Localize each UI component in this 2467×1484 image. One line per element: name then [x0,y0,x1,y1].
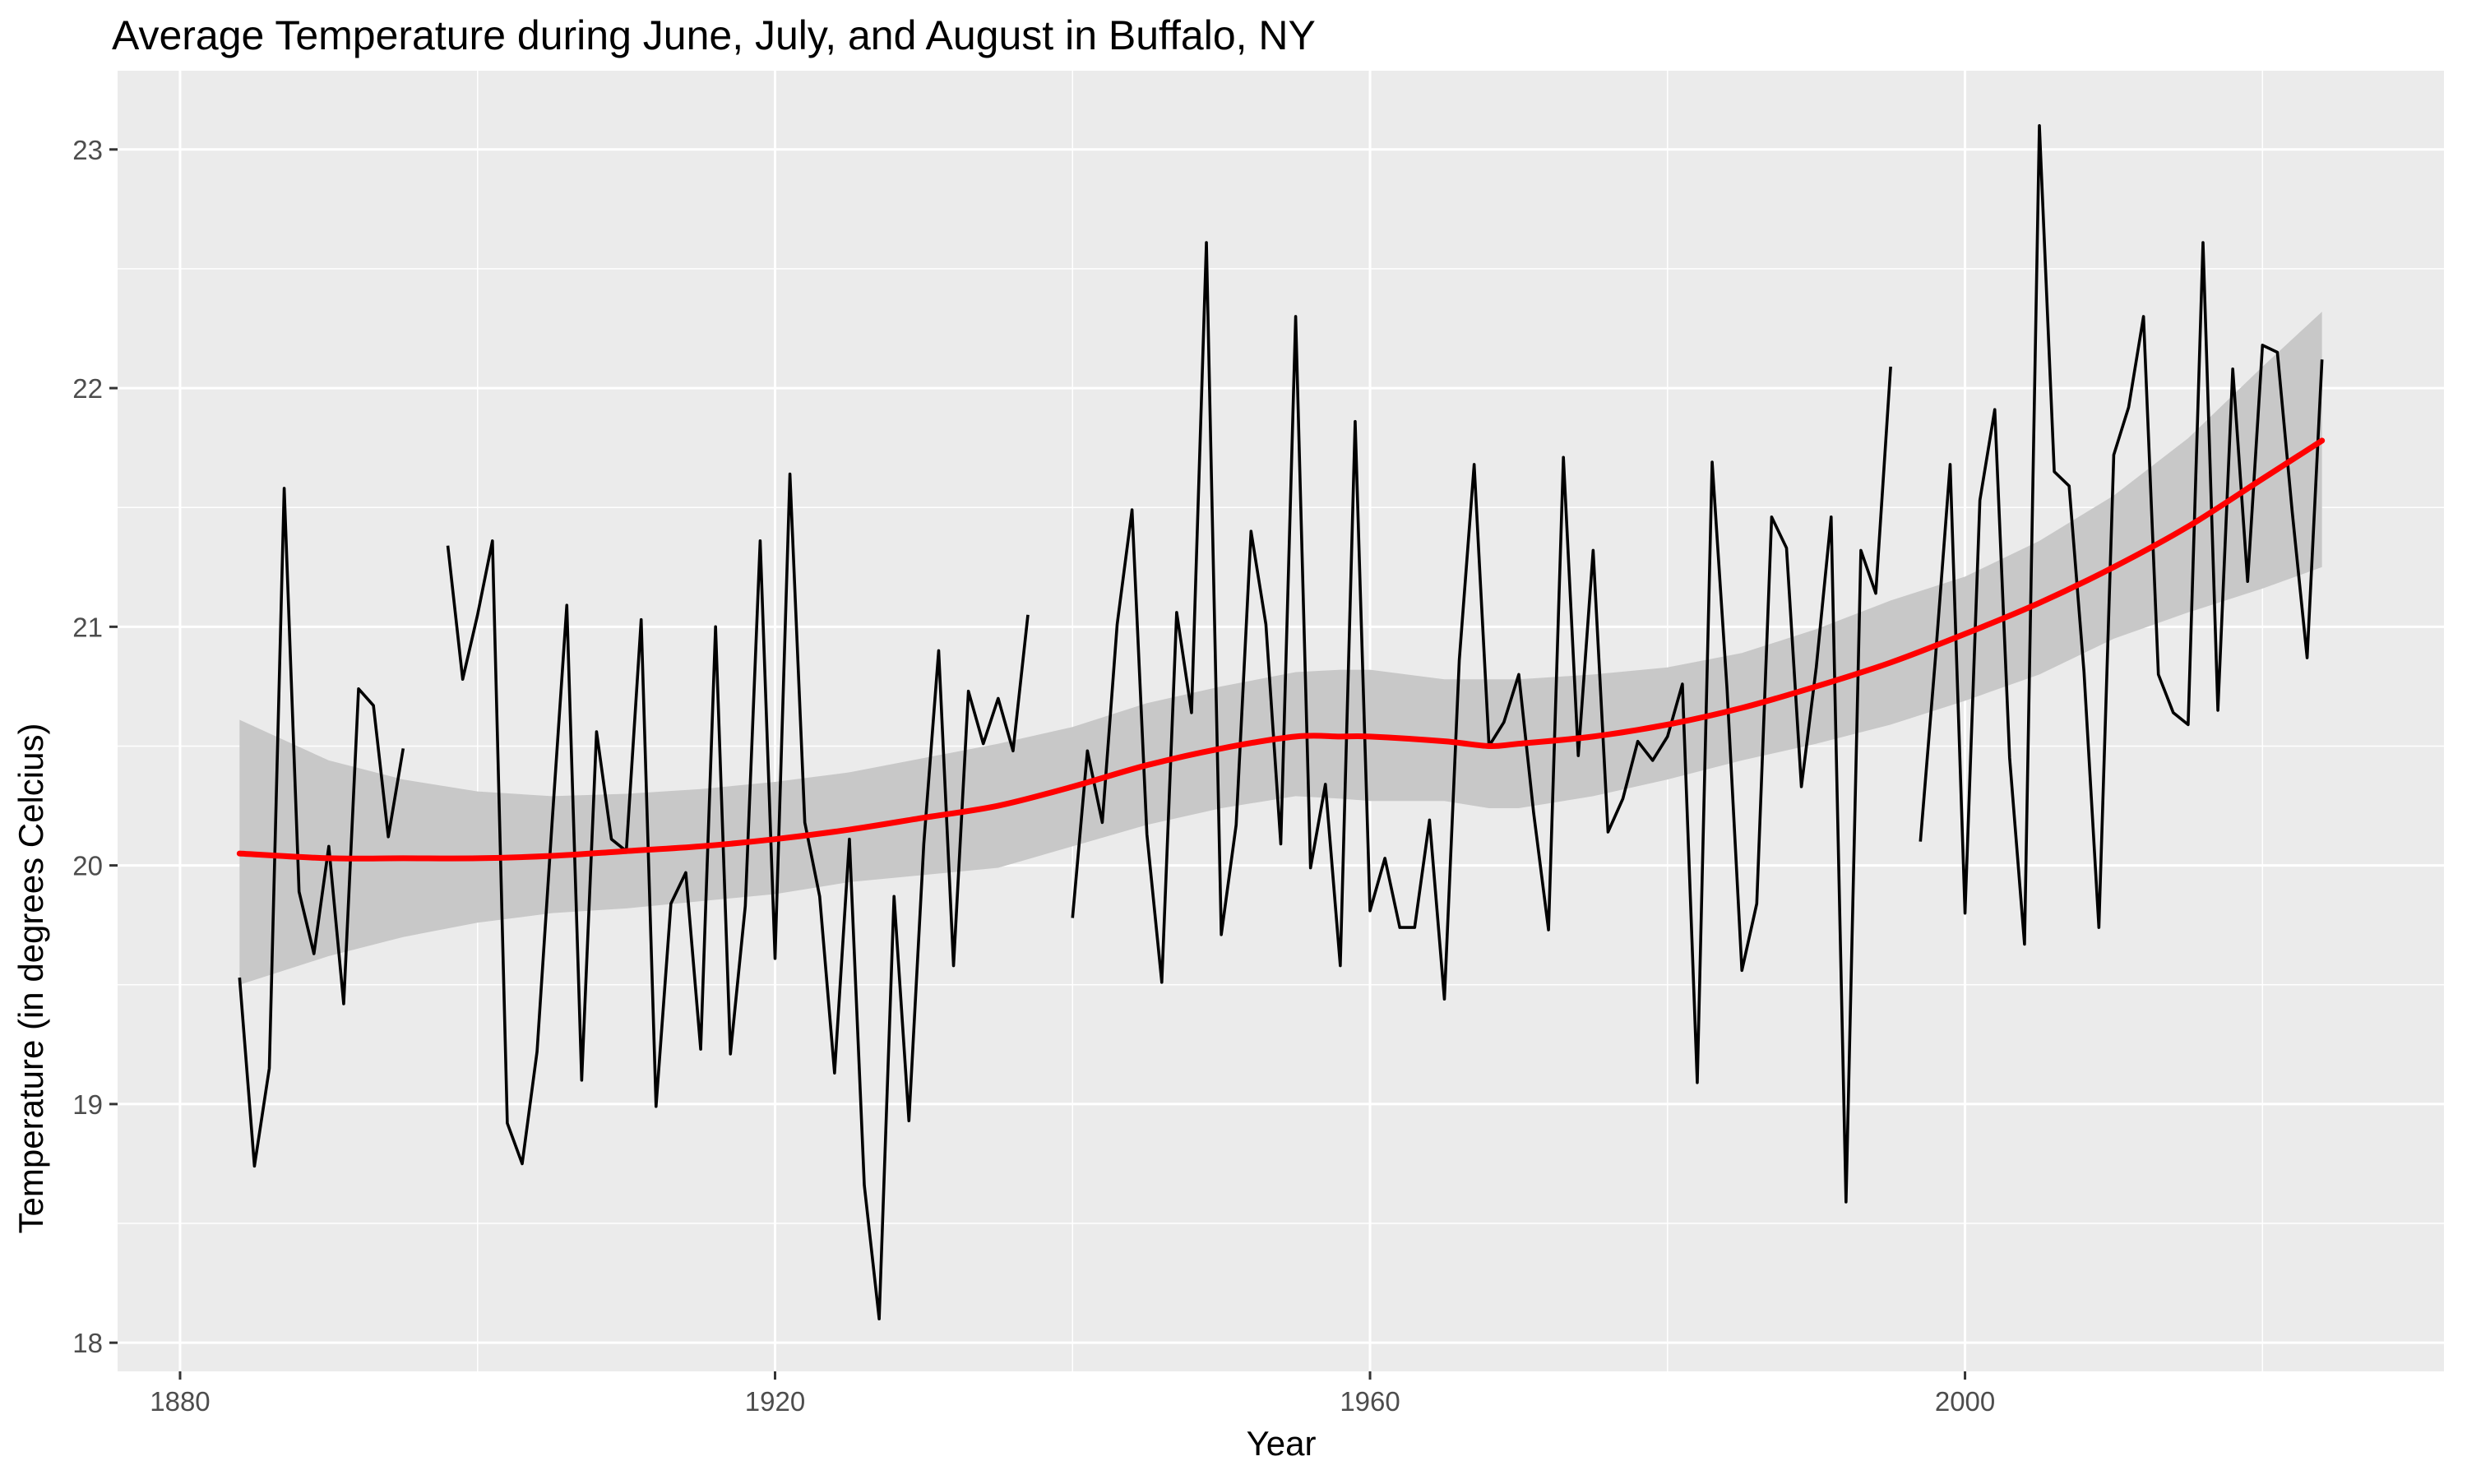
y-axis: 18 19 20 21 22 23 [72,135,118,1358]
y-tick-label: 19 [72,1089,103,1120]
smooth-trend-line [236,437,2326,862]
temperature-line-layer [238,123,2324,1320]
confidence-band [239,312,2322,985]
smooth-trend-layer [236,437,2326,862]
x-tick-label: 1920 [745,1386,805,1417]
chart-title: Average Temperature during June, July, a… [112,12,1316,58]
y-tick-label: 22 [72,373,103,404]
x-tick-label: 1880 [150,1386,210,1417]
x-axis-title: Year [1247,1424,1317,1463]
x-axis: 1880 1920 1960 2000 [150,1371,1995,1417]
y-tick-label: 18 [72,1328,103,1358]
temperature-line-segment [1919,123,2324,946]
temperature-line-segment [1071,241,1892,1204]
x-tick-label: 2000 [1935,1386,1995,1417]
y-tick-label: 23 [72,135,103,165]
x-tick-label: 1960 [1340,1386,1400,1417]
confidence-band-layer [239,312,2322,985]
y-tick-label: 21 [72,612,103,642]
temperature-line-segment [446,472,1030,1320]
y-axis-title: Temperature (in degrees Celcius) [12,724,50,1234]
temperature-line-segment [238,487,405,1168]
y-tick-label: 20 [72,851,103,881]
